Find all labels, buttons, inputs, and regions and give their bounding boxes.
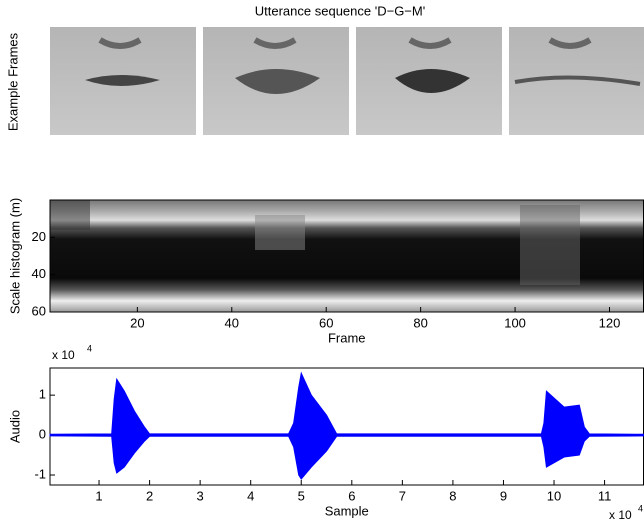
y-exponent: 4 (87, 343, 92, 353)
y-tick-label: 1 (39, 387, 46, 402)
y-tick-label: 60 (32, 303, 46, 318)
y-exponent-label: x 10 (52, 348, 75, 362)
x-exponent: 4 (638, 503, 643, 513)
panel-title: Utterance sequence 'D−G−M' (255, 3, 425, 18)
x-tick-label: 2 (146, 488, 153, 503)
lips (514, 75, 641, 86)
x-tick-label: 80 (413, 315, 427, 330)
x-tick-label: 4 (247, 488, 254, 503)
lips (85, 75, 160, 86)
heatmap-image (50, 200, 644, 312)
x-tick-label: 11 (598, 488, 612, 503)
y-tick-label: 40 (32, 266, 46, 281)
x-tick-label: 3 (197, 488, 204, 503)
heatmap-feature (50, 200, 90, 230)
x-exponent-label: x 10 (609, 508, 632, 522)
y-tick-label: 0 (39, 427, 46, 442)
x-tick-label: 6 (348, 488, 355, 503)
x-tick-label: 120 (599, 315, 621, 330)
x-tick-label: 5 (298, 488, 305, 503)
lips (395, 69, 470, 93)
example-frames (50, 27, 644, 135)
x-tick-label: 1 (95, 488, 102, 503)
x-tick-label: 20 (130, 315, 144, 330)
y-tick-label: -1 (34, 466, 46, 481)
y-tick-label: 20 (32, 229, 46, 244)
x-tick-label: 9 (500, 488, 507, 503)
x-tick-label: 40 (225, 315, 239, 330)
x-axis-label: Sample (325, 503, 369, 518)
x-tick-label: 10 (547, 488, 561, 503)
x-tick-label: 7 (399, 488, 406, 503)
y-axis-label: Example Frames (5, 32, 20, 131)
x-tick-label: 60 (319, 315, 333, 330)
waveform-envelope (49, 434, 644, 480)
y-axis-label: Audio (7, 410, 22, 443)
x-tick-label: 8 (449, 488, 456, 503)
x-axis-label: Frame (328, 330, 366, 345)
lips (235, 69, 320, 94)
heatmap-feature (255, 215, 305, 250)
y-axis-label: Scale histogram (m) (7, 198, 22, 314)
x-tick-label: 100 (504, 315, 526, 330)
waveform-envelope (49, 371, 644, 436)
heatmap-feature (520, 205, 580, 285)
nose (98, 37, 592, 49)
